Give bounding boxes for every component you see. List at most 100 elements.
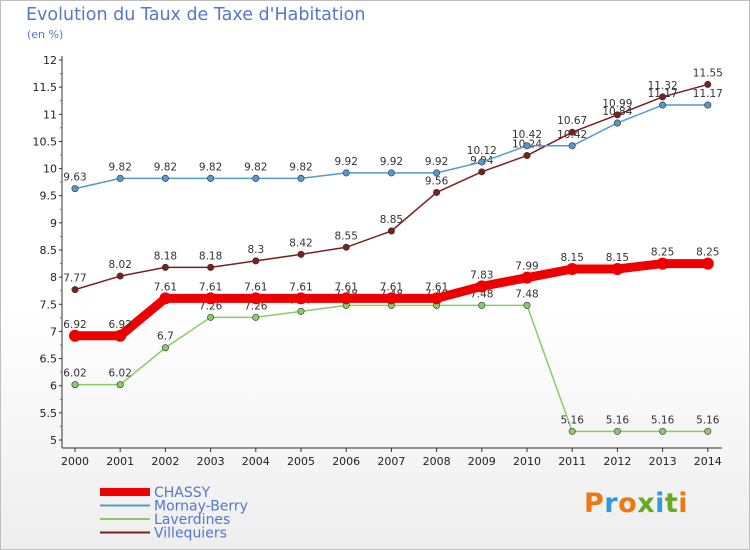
logo-letter: i (678, 488, 689, 519)
x-tick-label: 2006 (332, 455, 360, 468)
data-point-chassy (566, 263, 579, 275)
data-label-chassy: 7.61 (154, 281, 177, 293)
data-label-laverdines: 6.02 (63, 368, 86, 380)
data-label-chassy: 7.61 (335, 281, 358, 293)
data-point-chassy (69, 329, 81, 342)
y-tick-label: 10 (43, 163, 57, 176)
data-point-chassy (656, 257, 669, 270)
data-point-mornay-berry (161, 174, 169, 182)
data-point-mornay-berry (342, 169, 350, 177)
data-point-mornay-berry (478, 158, 486, 166)
data-label-chassy: 7.61 (425, 281, 448, 293)
data-point-laverdines (704, 427, 712, 435)
data-label-mornay-berry: 9.92 (380, 156, 403, 168)
data-point-villequiers (342, 243, 350, 251)
data-label-chassy: 7.99 (515, 261, 538, 273)
data-label-villequiers: 8.55 (335, 230, 358, 242)
data-point-villequiers (568, 128, 576, 136)
data-label-chassy: 8.15 (561, 252, 584, 264)
data-label-mornay-berry: 9.63 (63, 172, 86, 184)
data-point-mornay-berry (433, 169, 441, 177)
x-tick-label: 2000 (61, 455, 89, 468)
chart-title: Evolution du Taux de Taxe d'Habitation (26, 5, 366, 25)
data-point-chassy (340, 292, 353, 305)
data-label-chassy: 6.92 (63, 319, 86, 331)
data-point-laverdines (252, 313, 260, 321)
logo-letter: o (618, 488, 638, 519)
y-tick-label: 7.5 (40, 298, 58, 311)
data-label-laverdines: 5.16 (696, 414, 720, 426)
data-label-mornay-berry: 10.12 (467, 145, 497, 157)
data-label-villequiers: 8.18 (199, 250, 222, 262)
data-point-mornay-berry (71, 185, 79, 193)
data-label-laverdines: 5.16 (651, 414, 675, 426)
data-label-mornay-berry: 10.84 (602, 106, 632, 118)
data-label-mornay-berry: 9.82 (109, 161, 132, 173)
data-point-mornay-berry (523, 142, 531, 150)
data-label-chassy: 8.25 (696, 247, 719, 259)
logo-letter: P (584, 488, 605, 519)
data-label-villequiers: 8.42 (289, 237, 312, 249)
data-label-laverdines: 7.48 (515, 288, 538, 300)
data-point-mornay-berry (659, 101, 667, 109)
data-point-chassy (701, 257, 714, 270)
data-label-chassy: 8.25 (651, 247, 674, 259)
data-label-villequiers: 8.3 (247, 244, 264, 256)
data-point-laverdines (523, 301, 531, 309)
data-point-chassy (295, 292, 307, 305)
y-tick-label: 11 (43, 108, 57, 121)
data-label-chassy: 7.83 (470, 269, 493, 281)
x-tick-label: 2003 (197, 455, 225, 468)
data-point-chassy (249, 292, 262, 305)
data-point-laverdines (568, 427, 576, 435)
x-tick-label: 2001 (106, 455, 134, 468)
data-label-villequiers: 9.56 (425, 175, 449, 187)
logo-letter: i (655, 488, 665, 519)
data-label-laverdines: 6.7 (157, 331, 174, 343)
data-point-chassy (114, 329, 127, 342)
logo-letter: x (637, 488, 656, 519)
data-point-chassy (159, 292, 172, 305)
data-label-villequiers: 7.77 (63, 273, 86, 285)
x-tick-label: 2010 (513, 455, 541, 468)
data-label-mornay-berry: 10.42 (557, 129, 587, 141)
data-label-mornay-berry: 11.17 (693, 88, 723, 100)
data-point-laverdines (297, 307, 305, 315)
data-label-villequiers: 11.32 (648, 80, 678, 92)
data-label-mornay-berry: 9.82 (244, 161, 267, 173)
data-point-chassy (204, 292, 217, 305)
data-label-mornay-berry: 10.42 (512, 129, 542, 141)
data-label-mornay-berry: 9.82 (289, 161, 312, 173)
series-line-laverdines (74, 304, 709, 433)
data-point-villequiers (71, 286, 79, 294)
y-tick-label: 6 (50, 380, 57, 393)
x-tick-label: 2011 (558, 455, 586, 468)
logo-letter: r (604, 488, 619, 519)
data-point-villequiers (523, 152, 531, 160)
data-label-villequiers: 10.99 (602, 98, 632, 110)
data-label-chassy: 6.92 (109, 319, 132, 331)
y-tick-label: 7 (50, 325, 57, 338)
data-label-mornay-berry: 11.17 (648, 88, 678, 100)
data-point-mornay-berry (116, 174, 124, 182)
proxiti-logo: Proxiti (584, 488, 688, 519)
data-point-mornay-berry (568, 142, 576, 150)
data-point-laverdines (116, 381, 124, 389)
data-point-chassy (611, 263, 624, 275)
y-tick-label: 8 (50, 271, 57, 284)
x-tick-label: 2004 (242, 455, 270, 468)
data-point-villequiers (478, 168, 486, 176)
data-label-chassy: 7.61 (289, 281, 312, 293)
legend-label-chassy: CHASSY (154, 485, 211, 501)
y-tick-label: 12 (43, 54, 57, 67)
x-tick-label: 2005 (287, 455, 315, 468)
x-tick-label: 2009 (468, 455, 496, 468)
y-tick-label: 11.5 (33, 81, 58, 94)
data-label-mornay-berry: 9.82 (154, 161, 177, 173)
data-point-chassy (475, 280, 488, 293)
data-label-villequiers: 8.18 (154, 250, 177, 262)
data-label-laverdines: 6.02 (109, 368, 132, 380)
data-point-mornay-berry (613, 119, 621, 127)
data-label-laverdines: 7.26 (199, 300, 223, 312)
